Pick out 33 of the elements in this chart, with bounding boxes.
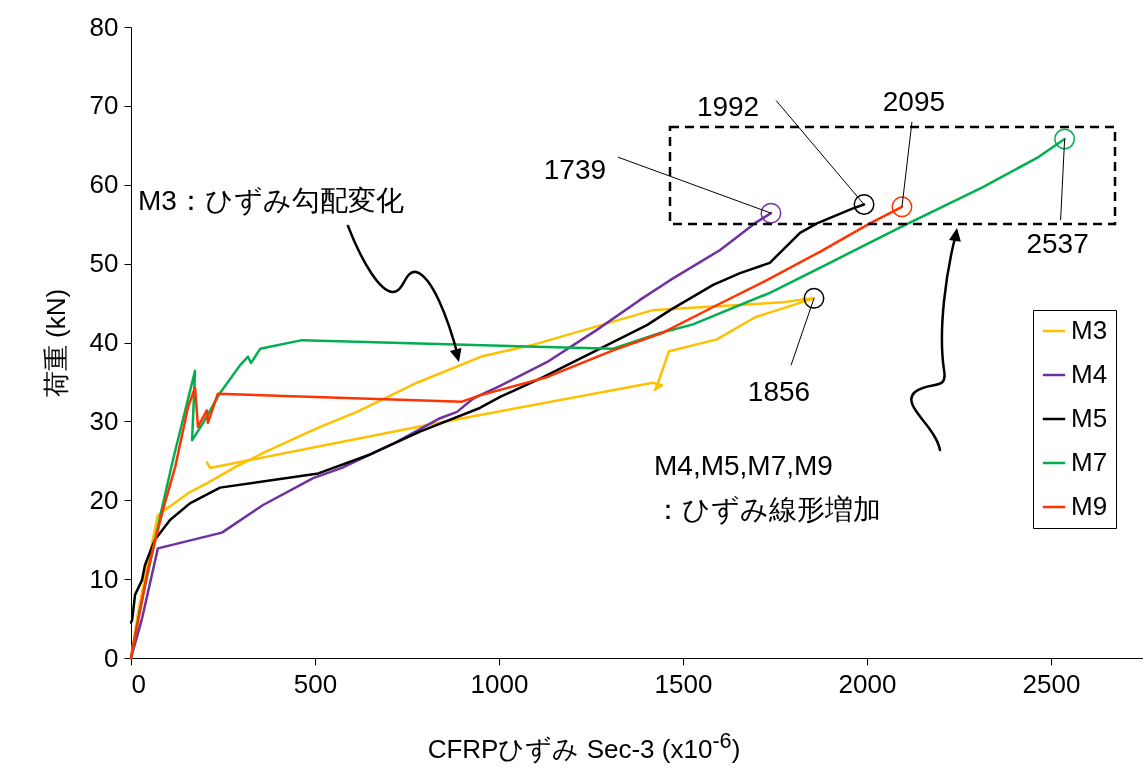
y-tick-label: 70 xyxy=(89,90,119,121)
y-axis-title: 荷重 (kN) xyxy=(40,288,71,398)
y-tick-label: 80 xyxy=(89,11,119,42)
y-tick-label: 20 xyxy=(89,484,119,515)
y-tick-label: 40 xyxy=(89,327,119,357)
annotation: 1856 xyxy=(747,376,811,408)
annotation: M3：ひずみ勾配変化 xyxy=(138,185,404,216)
y-tick-label: 60 xyxy=(89,169,119,200)
x-tick-label: 1500 xyxy=(654,668,713,699)
point xyxy=(1054,128,1076,150)
y-tick-label: 50 xyxy=(89,248,119,279)
x-tick-label: 2500 xyxy=(1022,668,1081,699)
point xyxy=(891,196,913,218)
legend-label: M7 xyxy=(1071,447,1108,477)
x-tick-label: 0 xyxy=(131,668,146,699)
legend-label: M4 xyxy=(1071,359,1108,389)
x-axis-title: CFRPひずみ Sec-3 (x10$^{-6}$) xyxy=(426,728,742,766)
annotation: 2095 xyxy=(882,85,946,117)
x-tick-label: 500 xyxy=(293,668,338,699)
point xyxy=(760,202,782,224)
legend-label: M9 xyxy=(1071,491,1108,521)
y-tick-label: 30 xyxy=(89,405,119,436)
annotation: M4,M5,M7,M9 ：ひずみ線形増加 xyxy=(654,450,881,525)
x-tick-label: 2000 xyxy=(838,668,897,699)
annotation: 1739 xyxy=(543,154,607,186)
y-tick-label: 0 xyxy=(104,642,119,673)
annotation: 1992 xyxy=(696,91,760,123)
y-tick-label: 10 xyxy=(89,563,119,594)
legend-label: M5 xyxy=(1071,403,1108,433)
x-tick-label: 1000 xyxy=(470,668,529,699)
annotation: 2537 xyxy=(1026,228,1089,259)
point xyxy=(853,193,875,215)
legend-label: M3 xyxy=(1071,315,1108,345)
